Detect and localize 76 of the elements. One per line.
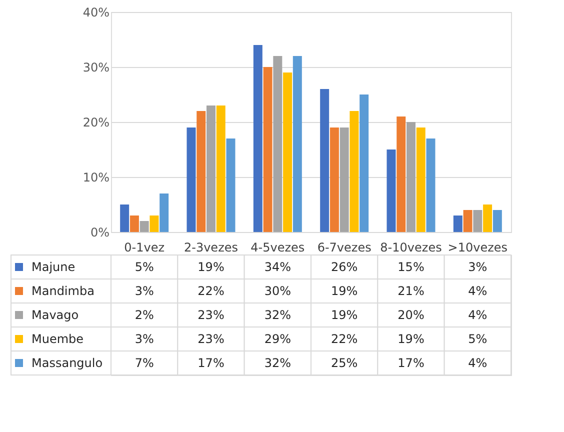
x-tick-label: >10vezes [448,240,508,254]
bar [140,221,149,232]
bar [340,128,349,232]
x-tick-label: 0-1vez [124,240,165,254]
bar [216,106,226,232]
data-label: 25% [330,356,358,370]
bar [320,89,330,232]
data-label: 19% [330,284,358,298]
bar [386,150,396,232]
bar [453,216,462,232]
bar [292,56,302,232]
legend-label: Mandimba [32,284,94,298]
bar [160,194,169,232]
bar [186,128,196,232]
y-tick-label: 40% [82,6,110,20]
data-label: 23% [198,332,224,346]
data-label: 19% [330,308,358,322]
data-label: 7% [134,356,154,370]
bar [416,128,426,232]
bar [263,67,272,232]
data-label: 21% [398,284,424,298]
data-label: 17% [398,356,424,370]
data-label: 17% [198,356,224,370]
data-label: 23% [198,308,224,322]
bar [463,210,472,232]
bar [130,216,139,232]
y-tick-label: 10% [82,170,110,184]
bar [350,111,359,232]
bar [120,204,130,232]
bar [226,138,236,232]
data-label: 32% [264,308,292,322]
data-label: 4% [468,284,488,298]
bar [396,116,406,232]
bar [406,122,416,232]
data-label: 5% [134,260,154,274]
bar [330,128,339,232]
x-tick-label: 2-3vezes [184,240,238,254]
data-label: 2% [134,308,154,322]
bar [196,111,206,232]
bar [360,94,369,232]
data-label: 5% [468,332,488,346]
data-label: 4% [468,356,488,370]
bar [150,216,159,232]
data-label: 19% [198,260,224,274]
legend-label: Majune [32,260,76,274]
data-label: 29% [264,332,292,346]
y-tick-label: 20% [82,116,110,130]
data-label: 3% [134,284,154,298]
data-label: 22% [198,284,224,298]
y-tick-label: 30% [82,60,110,74]
data-label: 3% [134,332,154,346]
x-tick-label: 6-7vezes [317,240,372,254]
bar [273,56,282,232]
data-label: 32% [264,356,292,370]
x-tick-label: 8-10vezes [380,240,442,254]
data-label: 3% [468,260,488,274]
bar [253,45,262,232]
bar [483,204,492,232]
bar [473,210,482,232]
bar [492,210,502,232]
data-label: 26% [330,260,358,274]
bar [283,72,292,232]
data-label: 20% [398,308,424,322]
x-tick-label: 4-5vezes [250,240,305,254]
data-label: 4% [468,308,488,322]
legend-label: Massangulo [32,356,103,370]
bar [426,138,436,232]
data-label: 19% [398,332,424,346]
data-label: 22% [330,332,358,346]
data-label: 15% [398,260,424,274]
legend-label: Mavago [32,308,79,322]
y-tick-label: 0% [90,226,110,240]
data-label: 30% [264,284,292,298]
data-label: 34% [264,260,292,274]
bar [206,106,216,232]
legend-label: Muembe [32,332,84,346]
